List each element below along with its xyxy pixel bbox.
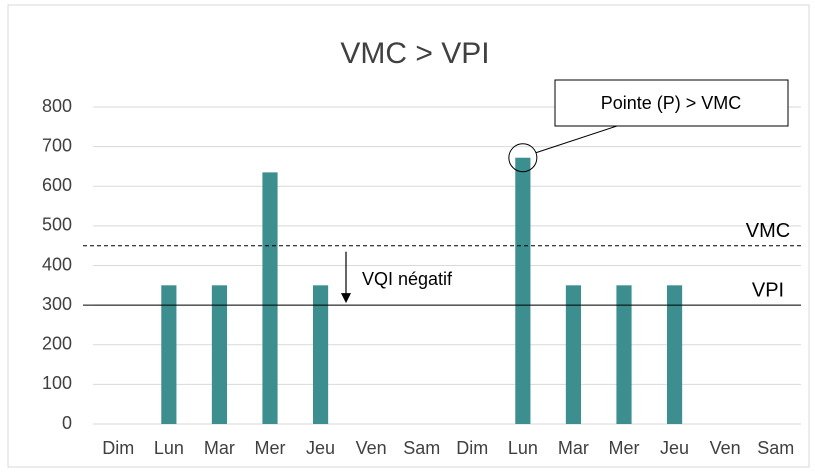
y-tick-label: 800 bbox=[42, 96, 72, 116]
y-tick-label: 700 bbox=[42, 135, 72, 155]
bar bbox=[161, 285, 177, 424]
annotation: VQI négatif bbox=[362, 269, 453, 289]
x-tick-label: Mar bbox=[204, 438, 235, 458]
callout-box bbox=[554, 79, 789, 127]
x-tick-label: Ven bbox=[710, 438, 741, 458]
bar bbox=[565, 285, 582, 424]
chart-border bbox=[7, 4, 810, 468]
reference-label: VPI bbox=[752, 279, 784, 301]
reference-label: VMC bbox=[746, 220, 790, 242]
chart-title: VMC > VPI bbox=[340, 37, 489, 70]
peak-circle bbox=[508, 143, 538, 173]
bar bbox=[211, 285, 228, 424]
y-tick-label: 300 bbox=[42, 294, 72, 314]
x-tick-label: Mar bbox=[558, 438, 589, 458]
x-tick-label: Jeu bbox=[306, 438, 335, 458]
x-tick-label: Sam bbox=[403, 438, 440, 458]
bar bbox=[666, 285, 683, 424]
bar bbox=[262, 172, 278, 424]
annotation: Pointe (P) > VMC bbox=[601, 93, 742, 113]
x-tick-label: Mer bbox=[255, 438, 286, 458]
x-tick-label: Jeu bbox=[660, 438, 689, 458]
x-tick-label: Dim bbox=[102, 438, 134, 458]
x-tick-label: Lun bbox=[508, 438, 538, 458]
y-tick-label: 200 bbox=[42, 334, 72, 354]
x-tick-label: Lun bbox=[154, 438, 184, 458]
arrow-head bbox=[341, 293, 351, 304]
y-tick-label: 400 bbox=[42, 254, 72, 274]
x-tick-label: Dim bbox=[456, 438, 488, 458]
bar bbox=[515, 157, 531, 424]
x-tick-label: Ven bbox=[356, 438, 387, 458]
x-tick-label: Mer bbox=[609, 438, 640, 458]
y-tick-label: 500 bbox=[42, 215, 72, 235]
y-tick-label: 0 bbox=[62, 413, 72, 433]
callout-line bbox=[535, 124, 621, 154]
y-tick-label: 600 bbox=[42, 175, 72, 195]
bar bbox=[616, 285, 632, 424]
x-tick-label: Sam bbox=[757, 438, 794, 458]
y-tick-label: 100 bbox=[42, 373, 72, 393]
bar bbox=[312, 285, 329, 424]
